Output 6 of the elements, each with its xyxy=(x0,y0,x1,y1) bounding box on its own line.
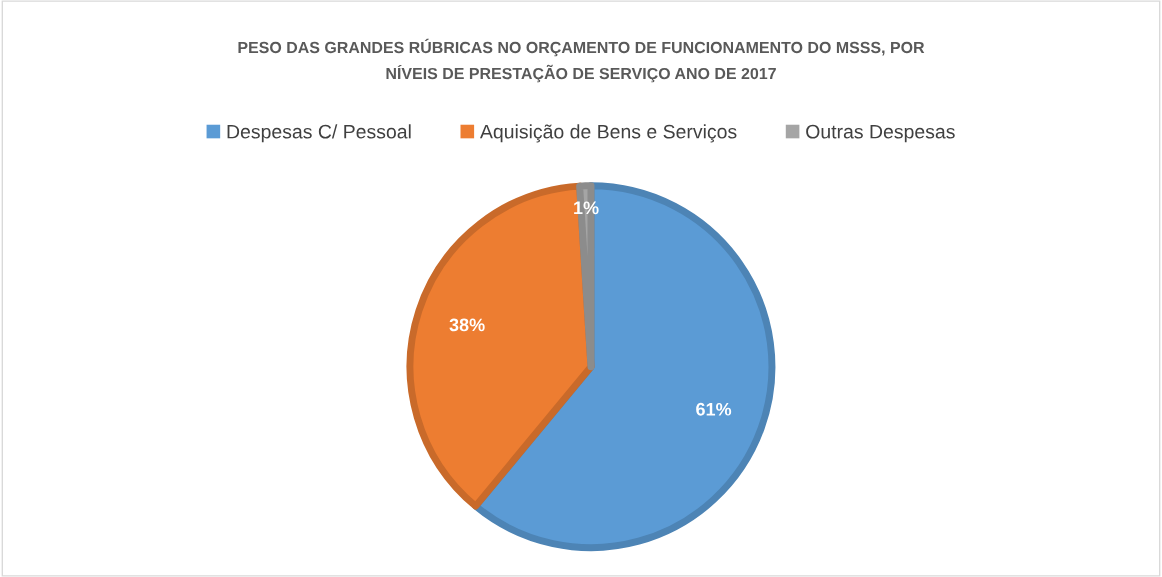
data-label: 38% xyxy=(449,318,485,332)
legend-label: Despesas C/ Pessoal xyxy=(227,124,411,143)
data-label: 61% xyxy=(696,402,732,416)
legend-label: Aquisição de Bens e Serviços xyxy=(479,124,737,143)
chart-title: PESO DAS GRANDES RÚBRICAS NO ORÇAMENTO DE FUNCIONAMENTO DO MSSS, POR NÍVEIS DE PRESTAÇÃO DE SERVIÇO ANO DE 2017 xyxy=(238,38,925,83)
legend-label: Outras Despesas xyxy=(806,124,955,143)
